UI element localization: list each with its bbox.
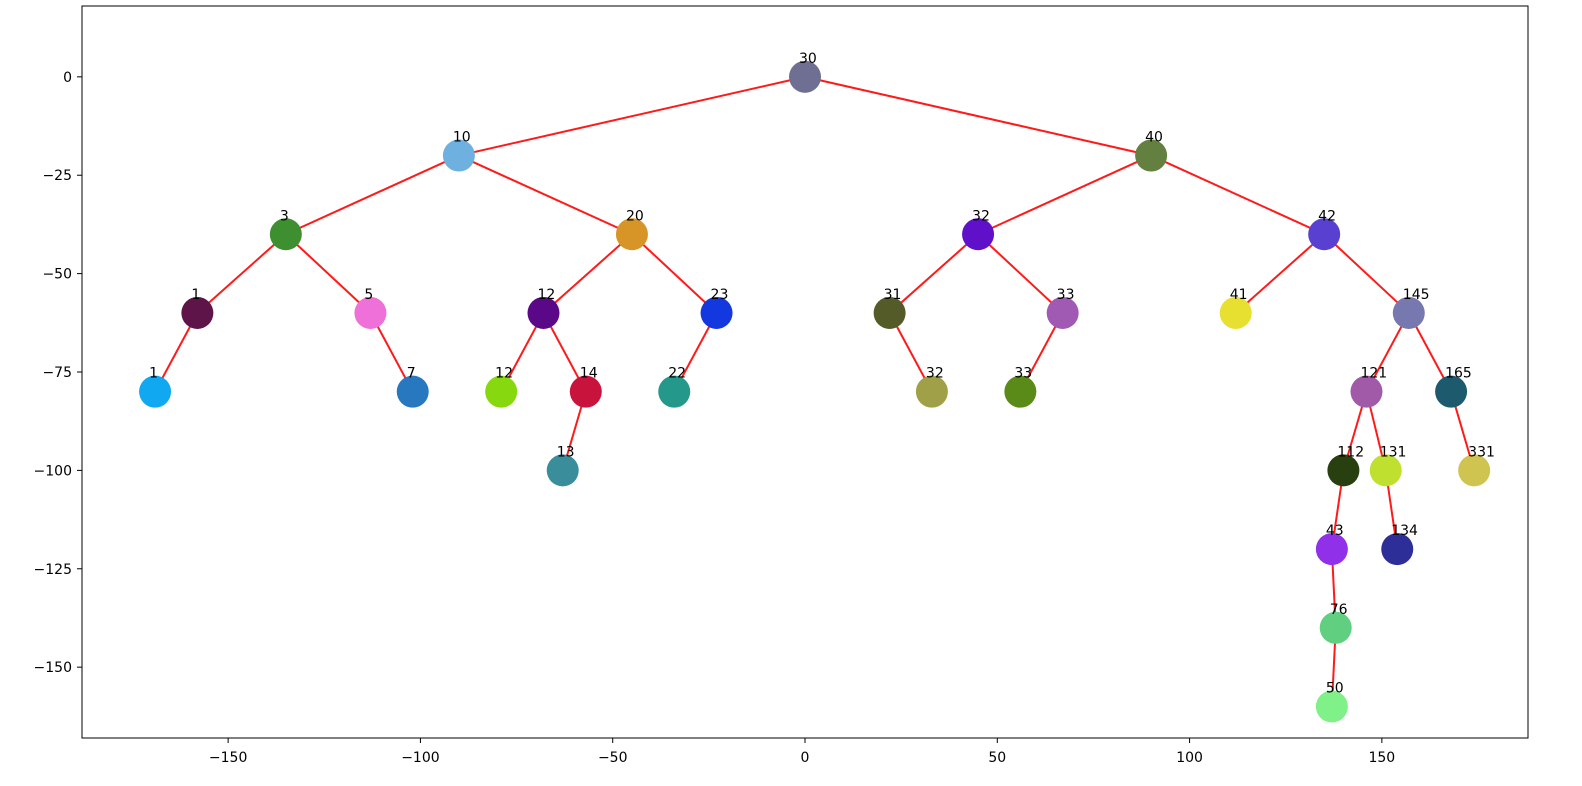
- tree-edge-n2-n6: [1150, 154, 1325, 236]
- tree-edge-n5-n12: [977, 233, 1064, 314]
- tree-edge-n1-n4: [458, 154, 633, 236]
- nodes-layer: [139, 60, 1491, 723]
- tree-node-n11: [873, 296, 906, 329]
- node-label-n17: 12: [495, 366, 513, 382]
- node-label-n4: 20: [626, 208, 644, 224]
- tree-node-n12: [1046, 296, 1079, 329]
- y-tick-label: −25: [42, 168, 72, 184]
- x-tick-label: −150: [209, 750, 247, 766]
- y-tick-label: −50: [42, 267, 72, 283]
- node-label-n15: 1: [149, 366, 158, 382]
- tree-node-n16: [396, 375, 429, 408]
- node-label-n6: 42: [1318, 208, 1336, 224]
- node-label-n23: 165: [1445, 366, 1472, 382]
- y-tick-label: 0: [63, 70, 72, 86]
- tree-node-n9: [527, 296, 560, 329]
- node-label-n22: 121: [1360, 366, 1387, 382]
- node-label-n5: 32: [972, 208, 990, 224]
- tree-node-n26: [1369, 454, 1402, 487]
- tree-node-n4: [615, 218, 648, 251]
- tree-node-n1: [442, 139, 475, 172]
- x-tick-label: 100: [1176, 750, 1203, 766]
- x-axis: −150 −100 −50 0 50 100 150: [209, 738, 1395, 766]
- node-label-n8: 5: [364, 287, 373, 303]
- y-axis: 0 −25 −50 −75 −100 −125 −150: [34, 70, 82, 676]
- tree-edge-n6-n14: [1323, 233, 1410, 314]
- tree-edge-n3-n7: [196, 233, 287, 314]
- tree-node-n24: [546, 454, 579, 487]
- node-label-n0: 30: [799, 51, 817, 67]
- tree-node-n20: [915, 375, 948, 408]
- tree-node-n15: [139, 375, 172, 408]
- node-label-n25: 112: [1337, 444, 1364, 460]
- tree-node-n6: [1308, 218, 1341, 251]
- tree-edge-n0-n1: [458, 75, 806, 157]
- tree-node-n5: [962, 218, 995, 251]
- node-label-n24: 13: [557, 444, 575, 460]
- tree-node-n22: [1350, 375, 1383, 408]
- tree-node-n29: [1381, 533, 1414, 566]
- tree-node-n23: [1435, 375, 1468, 408]
- tree-node-n28: [1315, 533, 1348, 566]
- tree-node-n13: [1219, 296, 1252, 329]
- tree-edge-n2-n5: [977, 154, 1152, 236]
- x-tick-label: −50: [598, 750, 628, 766]
- node-label-n31: 50: [1326, 681, 1344, 697]
- tree-node-n18: [569, 375, 602, 408]
- y-tick-label: −100: [34, 463, 72, 479]
- node-label-n9: 12: [537, 287, 555, 303]
- node-label-n19: 22: [668, 366, 686, 382]
- node-label-n29: 134: [1391, 523, 1418, 539]
- node-label-n26: 131: [1380, 444, 1407, 460]
- x-tick-label: 0: [801, 750, 810, 766]
- node-label-n20: 32: [926, 366, 944, 382]
- node-label-n12: 33: [1057, 287, 1075, 303]
- node-label-n7: 1: [191, 287, 200, 303]
- node-label-n11: 31: [884, 287, 902, 303]
- tree-edge-n1-n3: [285, 154, 460, 236]
- node-label-n21: 33: [1014, 366, 1032, 382]
- y-tick-label: −75: [42, 365, 72, 381]
- node-label-n2: 40: [1145, 130, 1163, 146]
- tree-node-n14: [1392, 296, 1425, 329]
- x-tick-label: 150: [1368, 750, 1395, 766]
- node-label-n10: 23: [711, 287, 729, 303]
- x-tick-label: −100: [401, 750, 439, 766]
- tree-edge-n6-n13: [1235, 233, 1325, 314]
- node-label-n27: 331: [1468, 444, 1495, 460]
- tree-node-n2: [1135, 139, 1168, 172]
- tree-node-n10: [700, 296, 733, 329]
- tree-edge-n5-n11: [888, 233, 979, 314]
- tree-edge-n4-n10: [631, 233, 718, 314]
- tree-node-n27: [1458, 454, 1491, 487]
- node-labels-layer: 30 10 40 3 20 32 42 1 5 12 23 31 33 41 145 1 7 12 14 22 32 33…: [149, 51, 1495, 697]
- node-label-n28: 43: [1326, 523, 1344, 539]
- x-tick-label: 50: [988, 750, 1006, 766]
- tree-node-n30: [1319, 611, 1352, 644]
- node-label-n3: 3: [280, 208, 289, 224]
- node-label-n16: 7: [407, 366, 416, 382]
- tree-node-n21: [1004, 375, 1037, 408]
- tree-node-n8: [354, 296, 387, 329]
- tree-node-n7: [181, 296, 214, 329]
- tree-node-n31: [1315, 690, 1348, 723]
- tree-node-n3: [269, 218, 302, 251]
- tree-node-n0: [789, 60, 821, 93]
- tree-edge-n0-n2: [804, 75, 1152, 157]
- node-label-n13: 41: [1230, 287, 1248, 303]
- node-label-n14: 145: [1403, 287, 1430, 303]
- tree-node-n17: [485, 375, 518, 408]
- tree-edge-n3-n8: [285, 233, 372, 314]
- node-label-n30: 76: [1330, 602, 1348, 618]
- y-tick-label: −125: [34, 562, 72, 578]
- tree-node-n19: [658, 375, 691, 408]
- node-label-n18: 14: [580, 366, 598, 382]
- node-label-n1: 10: [453, 130, 471, 146]
- tree-node-n25: [1327, 454, 1360, 487]
- tree-edge-n4-n9: [542, 233, 633, 314]
- y-tick-label: −150: [34, 660, 72, 676]
